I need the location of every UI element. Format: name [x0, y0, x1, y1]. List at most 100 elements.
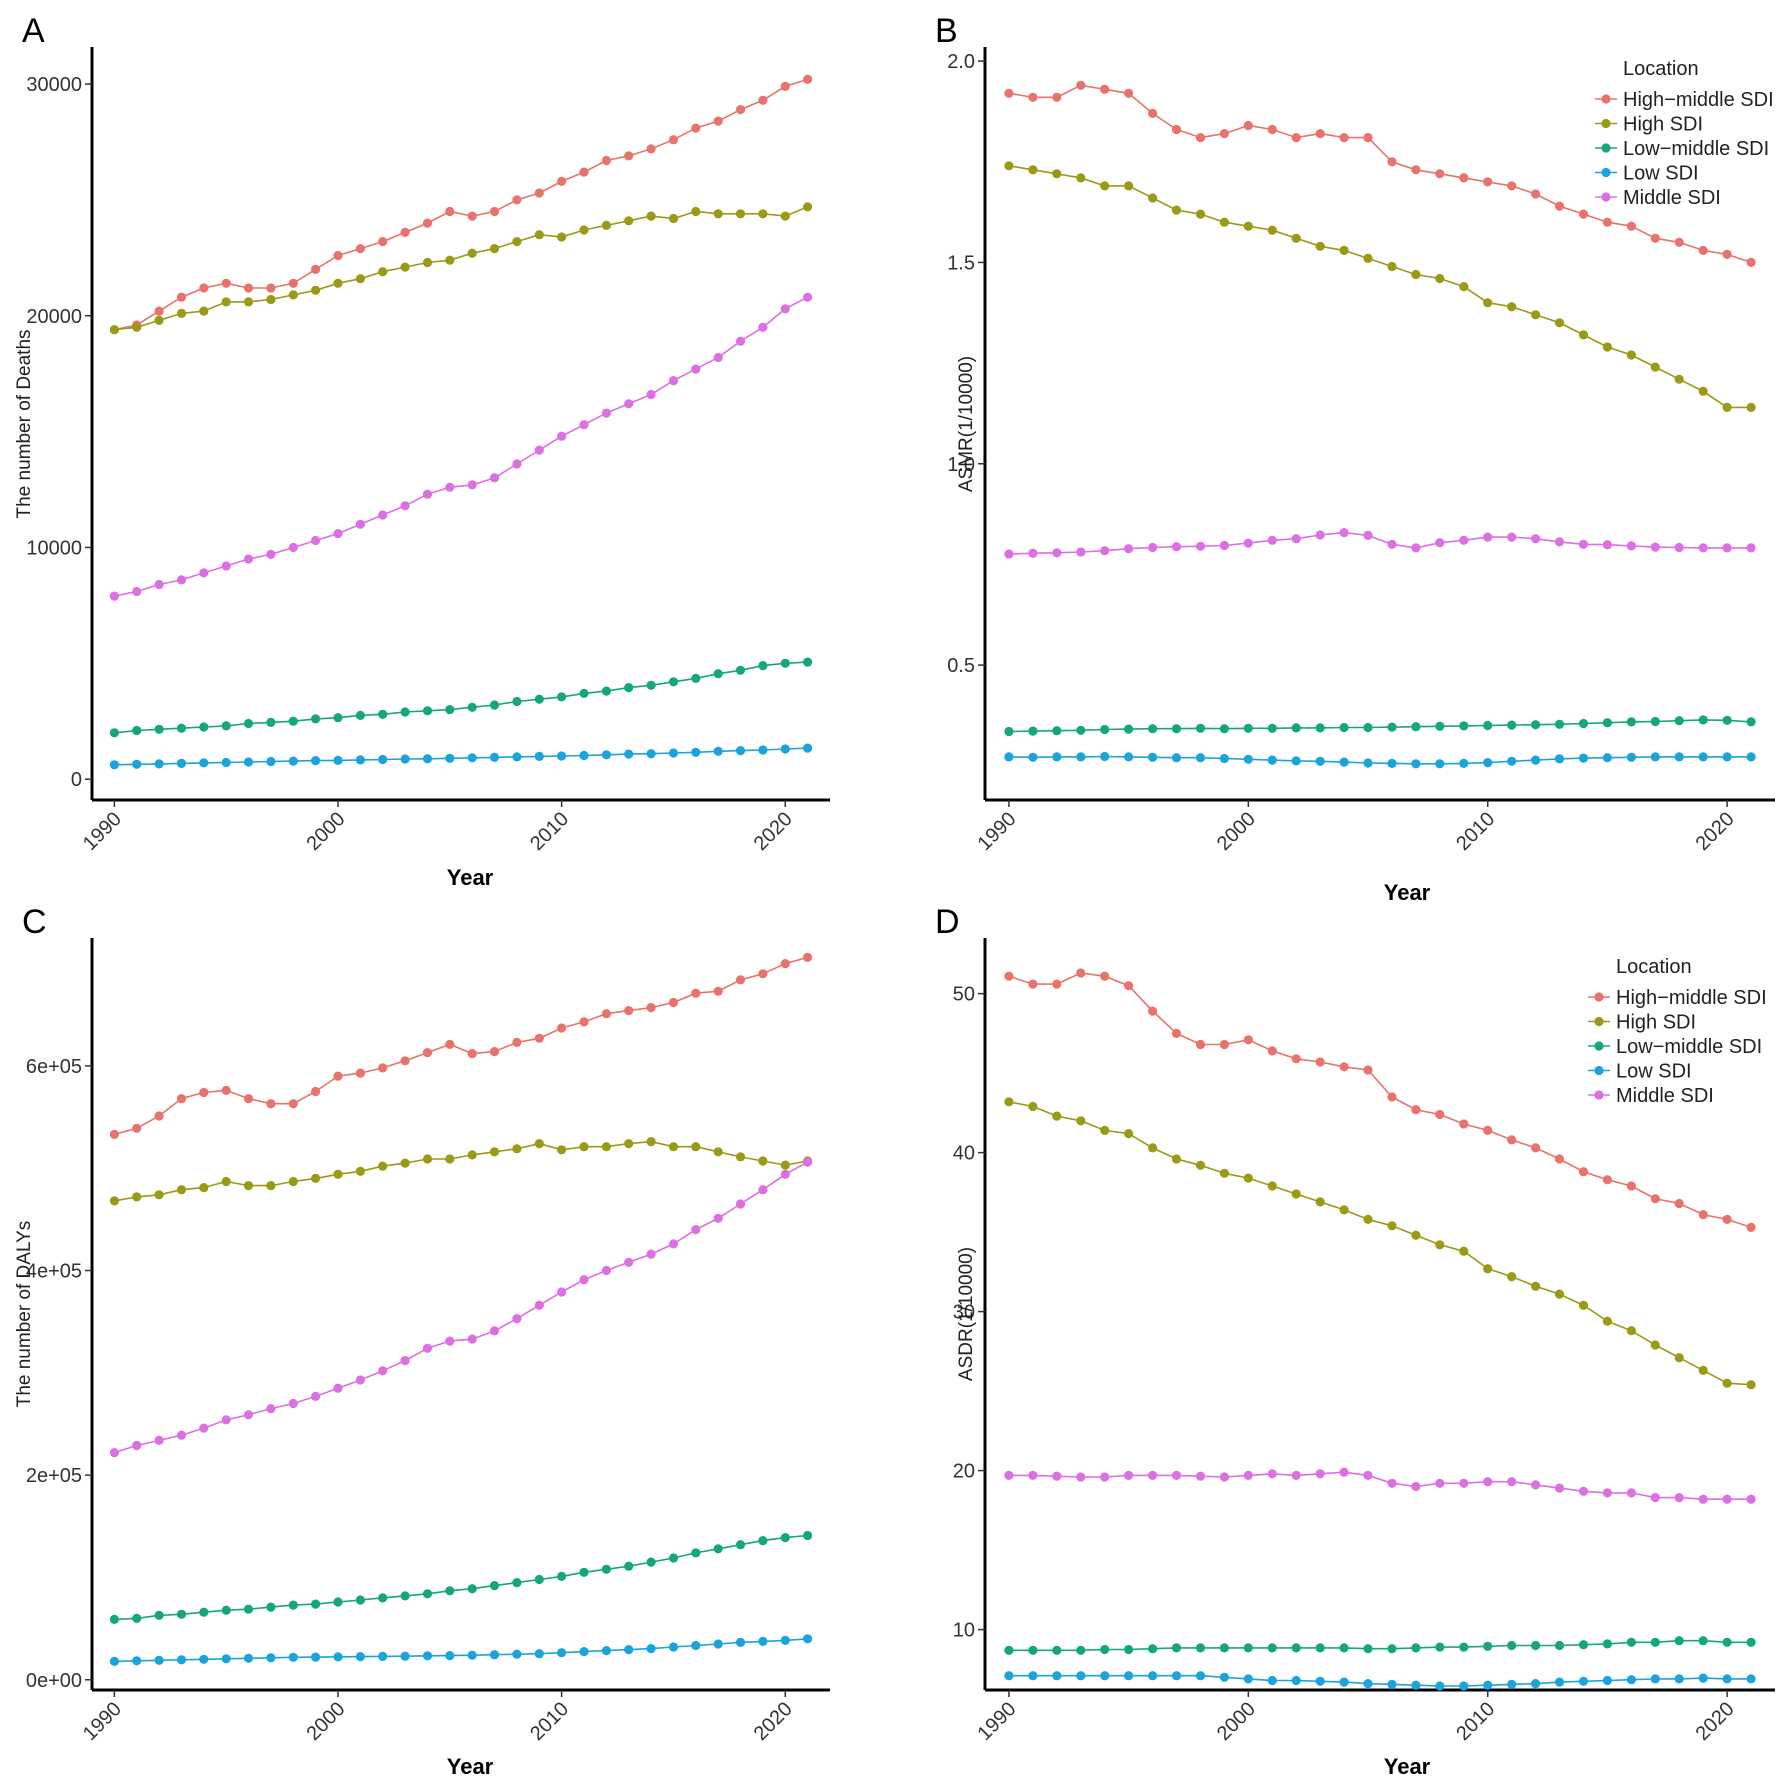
- panel-d-point-middle-sdi: [1124, 1470, 1134, 1480]
- panel-b-point-high-middle-sdi: [1483, 177, 1493, 187]
- panel-d-point-low-middle-sdi: [1459, 1642, 1469, 1652]
- panel-a-point-low-sdi: [445, 753, 455, 763]
- panel-b-point-high-middle-sdi: [1698, 245, 1708, 255]
- panel-a-point-low-sdi: [713, 746, 723, 756]
- panel-a-point-middle-sdi: [713, 352, 723, 363]
- panel-c-point-high-sdi: [109, 1196, 119, 1206]
- panel-b-point-high-middle-sdi: [1578, 209, 1589, 219]
- panel-d-line-low-sdi: [1008, 1674, 1752, 1687]
- panel-a-point-high-middle-sdi: [445, 206, 455, 217]
- panel-d-point-high-sdi: [1148, 1143, 1158, 1153]
- panel-b-point-low-sdi: [1435, 759, 1445, 769]
- panel-a-point-high-sdi: [534, 230, 544, 240]
- panel-d-point-high-sdi: [1076, 1116, 1086, 1126]
- panel-a-point-low-sdi: [489, 752, 500, 763]
- panel-d-point-low-sdi: [1004, 1671, 1014, 1681]
- panel-a-line-low-middle-sdi: [114, 661, 808, 734]
- panel-b-point-low-sdi: [1746, 752, 1756, 762]
- panel-a-point-low-middle-sdi: [355, 710, 365, 721]
- panel-b-point-low-sdi: [1578, 753, 1589, 763]
- panel-b-point-middle-sdi: [1650, 542, 1660, 552]
- panel-d-point-high-middle-sdi: [1411, 1105, 1421, 1115]
- panel-c-point-middle-sdi: [467, 1334, 477, 1344]
- panel-c-point-low-sdi: [601, 1646, 612, 1656]
- panel-a-point-high-middle-sdi: [266, 283, 276, 293]
- panel-b-point-high-middle-sdi: [1315, 129, 1325, 139]
- panel-c-point-low-middle-sdi: [154, 1610, 164, 1620]
- panel-c-line-middle-sdi: [114, 1161, 808, 1454]
- panel-a-point-low-sdi: [266, 756, 276, 767]
- panel-a-point-high-sdi: [132, 322, 142, 332]
- panel-b-y-tick-label: 2.0: [947, 51, 975, 73]
- panel-b-point-high-sdi: [1602, 342, 1612, 352]
- panel-d-point-high-middle-sdi: [1171, 1028, 1182, 1038]
- panel-a-point-high-middle-sdi: [467, 211, 477, 221]
- panel-d-point-low-sdi: [1124, 1671, 1134, 1681]
- panel-c-point-middle-sdi: [557, 1287, 567, 1297]
- panel-c-point-middle-sdi: [624, 1257, 634, 1267]
- panel-d-point-low-middle-sdi: [1171, 1643, 1182, 1653]
- panel-d-point-low-middle-sdi: [1507, 1640, 1517, 1651]
- panel-b-point-high-sdi: [1267, 225, 1277, 235]
- panel-a-point-high-middle-sdi: [780, 81, 790, 91]
- panel-c-point-low-sdi: [109, 1656, 119, 1666]
- panel-d-point-high-sdi: [1722, 1378, 1732, 1388]
- panel-a-x-tick-label: 2010: [526, 808, 573, 855]
- panel-b-line-middle-sdi: [1008, 531, 1752, 555]
- panel-c-line-high-sdi: [114, 1140, 808, 1202]
- panel-a-point-high-middle-sdi: [668, 135, 679, 145]
- panel-c-point-low-sdi: [199, 1654, 209, 1664]
- panel-c-point-low-middle-sdi: [378, 1593, 388, 1603]
- panel-b-point-low-middle-sdi: [1315, 723, 1325, 733]
- panel-d-point-middle-sdi: [1052, 1471, 1062, 1481]
- panel-b-point-high-middle-sdi: [1435, 169, 1445, 179]
- panel-d-point-middle-sdi: [1626, 1488, 1636, 1498]
- panel-b-point-low-middle-sdi: [1004, 726, 1014, 737]
- panel-d-point-low-sdi: [1602, 1675, 1612, 1686]
- panel-a-y-tick-label: 20000: [26, 306, 82, 328]
- panel-a-point-low-middle-sdi: [400, 707, 410, 717]
- panel-d-point-high-middle-sdi: [1554, 1154, 1565, 1164]
- panel-d-legend-marker-high-middle-sdi: [1594, 992, 1604, 1002]
- panel-d-point-low-sdi: [1148, 1671, 1158, 1681]
- panel-b-point-high-sdi: [1411, 269, 1421, 280]
- panel-c-point-low-middle-sdi: [109, 1614, 119, 1624]
- panel-b-point-high-middle-sdi: [1387, 157, 1397, 167]
- panel-d-legend-label-low-middle-sdi: Low−middle SDI: [1616, 1036, 1762, 1058]
- panel-b-point-high-sdi: [1076, 173, 1086, 183]
- panel-b-point-low-sdi: [1554, 754, 1565, 764]
- panel-a-point-high-sdi: [713, 209, 723, 219]
- panel-c-point-low-middle-sdi: [579, 1567, 589, 1577]
- panel-a-point-low-sdi: [378, 754, 388, 765]
- panel-d-legend: Location High−middle SDI High SDILow−middl…: [1588, 956, 1767, 1107]
- panel-c-point-high-sdi: [489, 1147, 500, 1157]
- panel-d-point-low-sdi: [1315, 1676, 1325, 1686]
- panel-d-point-low-middle-sdi: [1554, 1640, 1565, 1651]
- panel-b-point-high-middle-sdi: [1339, 133, 1349, 143]
- panel-a-point-high-middle-sdi: [176, 292, 187, 302]
- panel-d-point-high-sdi: [1171, 1154, 1182, 1164]
- panel-c-point-low-sdi: [176, 1655, 187, 1665]
- panel-b-point-high-sdi: [1052, 169, 1062, 179]
- panel-b-point-middle-sdi: [1507, 532, 1517, 542]
- panel-c-point-high-middle-sdi: [378, 1063, 388, 1073]
- panel-d-point-high-middle-sdi: [1531, 1143, 1541, 1153]
- panel-d-legend-marker-low-middle-sdi: [1594, 1041, 1604, 1051]
- panel-a-point-low-middle-sdi: [422, 706, 433, 716]
- panel-d-point-low-middle-sdi: [1626, 1637, 1636, 1647]
- panel-c-point-low-middle-sdi: [668, 1553, 679, 1563]
- panel-d-point-high-middle-sdi: [1578, 1167, 1589, 1177]
- panel-a-point-middle-sdi: [199, 568, 209, 578]
- panel-d-point-high-sdi: [1267, 1181, 1277, 1191]
- panel-c-point-low-middle-sdi: [803, 1530, 813, 1541]
- panel-b-point-high-sdi: [1507, 302, 1517, 312]
- panel-d-point-high-middle-sdi: [1435, 1109, 1445, 1120]
- panel-a-letter: A: [22, 12, 45, 50]
- panel-a-point-low-sdi: [646, 749, 656, 759]
- panel-d-point-middle-sdi: [1315, 1469, 1325, 1479]
- panel-b-point-high-sdi: [1387, 261, 1397, 272]
- panel-a-point-middle-sdi: [333, 529, 343, 539]
- panel-d-point-low-sdi: [1435, 1681, 1445, 1691]
- panel-b-point-middle-sdi: [1578, 539, 1589, 549]
- panel-c-point-high-sdi: [758, 1156, 768, 1166]
